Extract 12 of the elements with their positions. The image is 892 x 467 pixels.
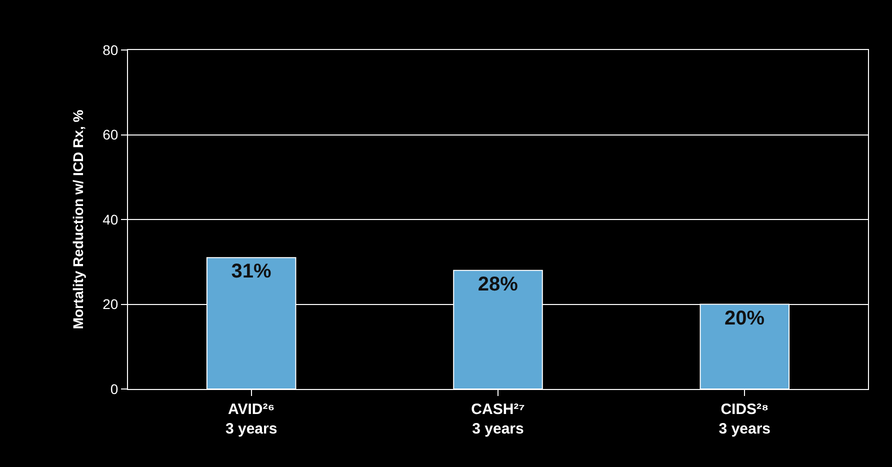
y-tick-label: 0 <box>110 380 118 397</box>
y-axis-title: Mortality Reduction w/ ICD Rx, % <box>70 109 86 330</box>
data-label: 31% <box>231 260 272 283</box>
y-tick-label: 20 <box>102 296 118 312</box>
x-tick-label: CASH²⁷ 3 years <box>471 401 525 438</box>
x-tick-label: AVID²⁶ 3 years <box>225 401 278 438</box>
y-tick-label: 60 <box>102 126 118 143</box>
y-tick-label: 80 <box>102 42 118 58</box>
data-label: 20% <box>724 307 765 330</box>
data-label: 28% <box>478 273 518 296</box>
y-tick-label: 40 <box>102 211 118 228</box>
x-tick-label: CIDS²⁸ 3 years <box>718 401 771 438</box>
